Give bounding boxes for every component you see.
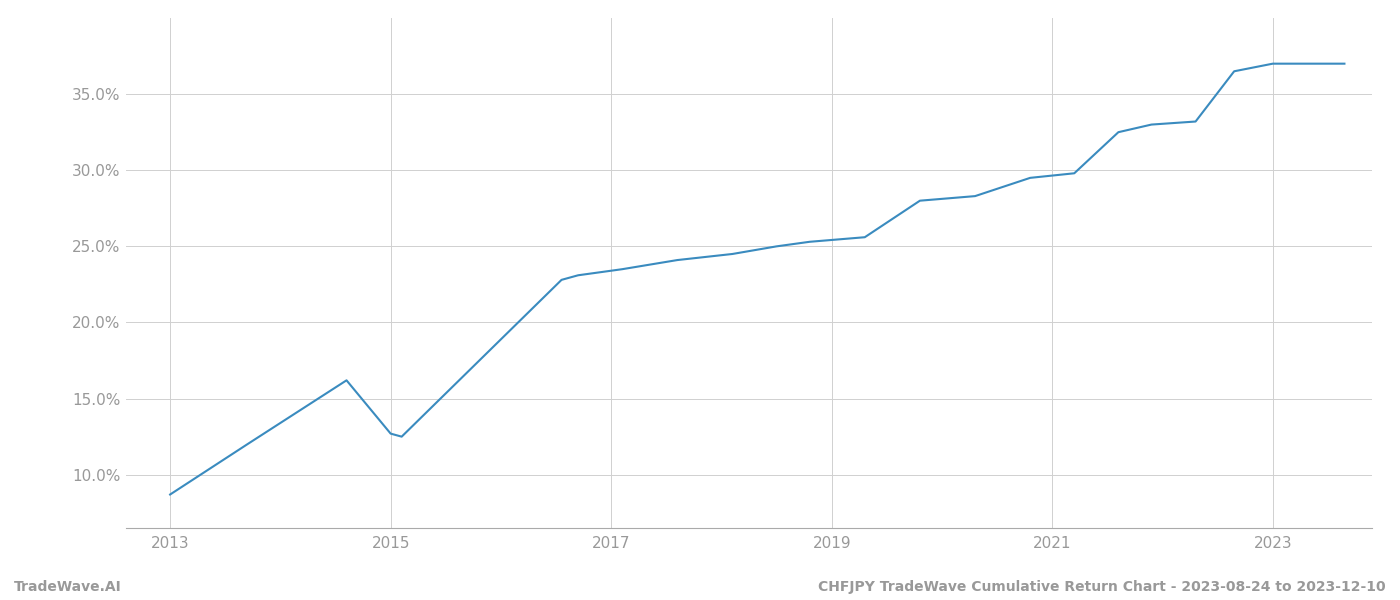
Text: CHFJPY TradeWave Cumulative Return Chart - 2023-08-24 to 2023-12-10: CHFJPY TradeWave Cumulative Return Chart… [819,580,1386,594]
Text: TradeWave.AI: TradeWave.AI [14,580,122,594]
